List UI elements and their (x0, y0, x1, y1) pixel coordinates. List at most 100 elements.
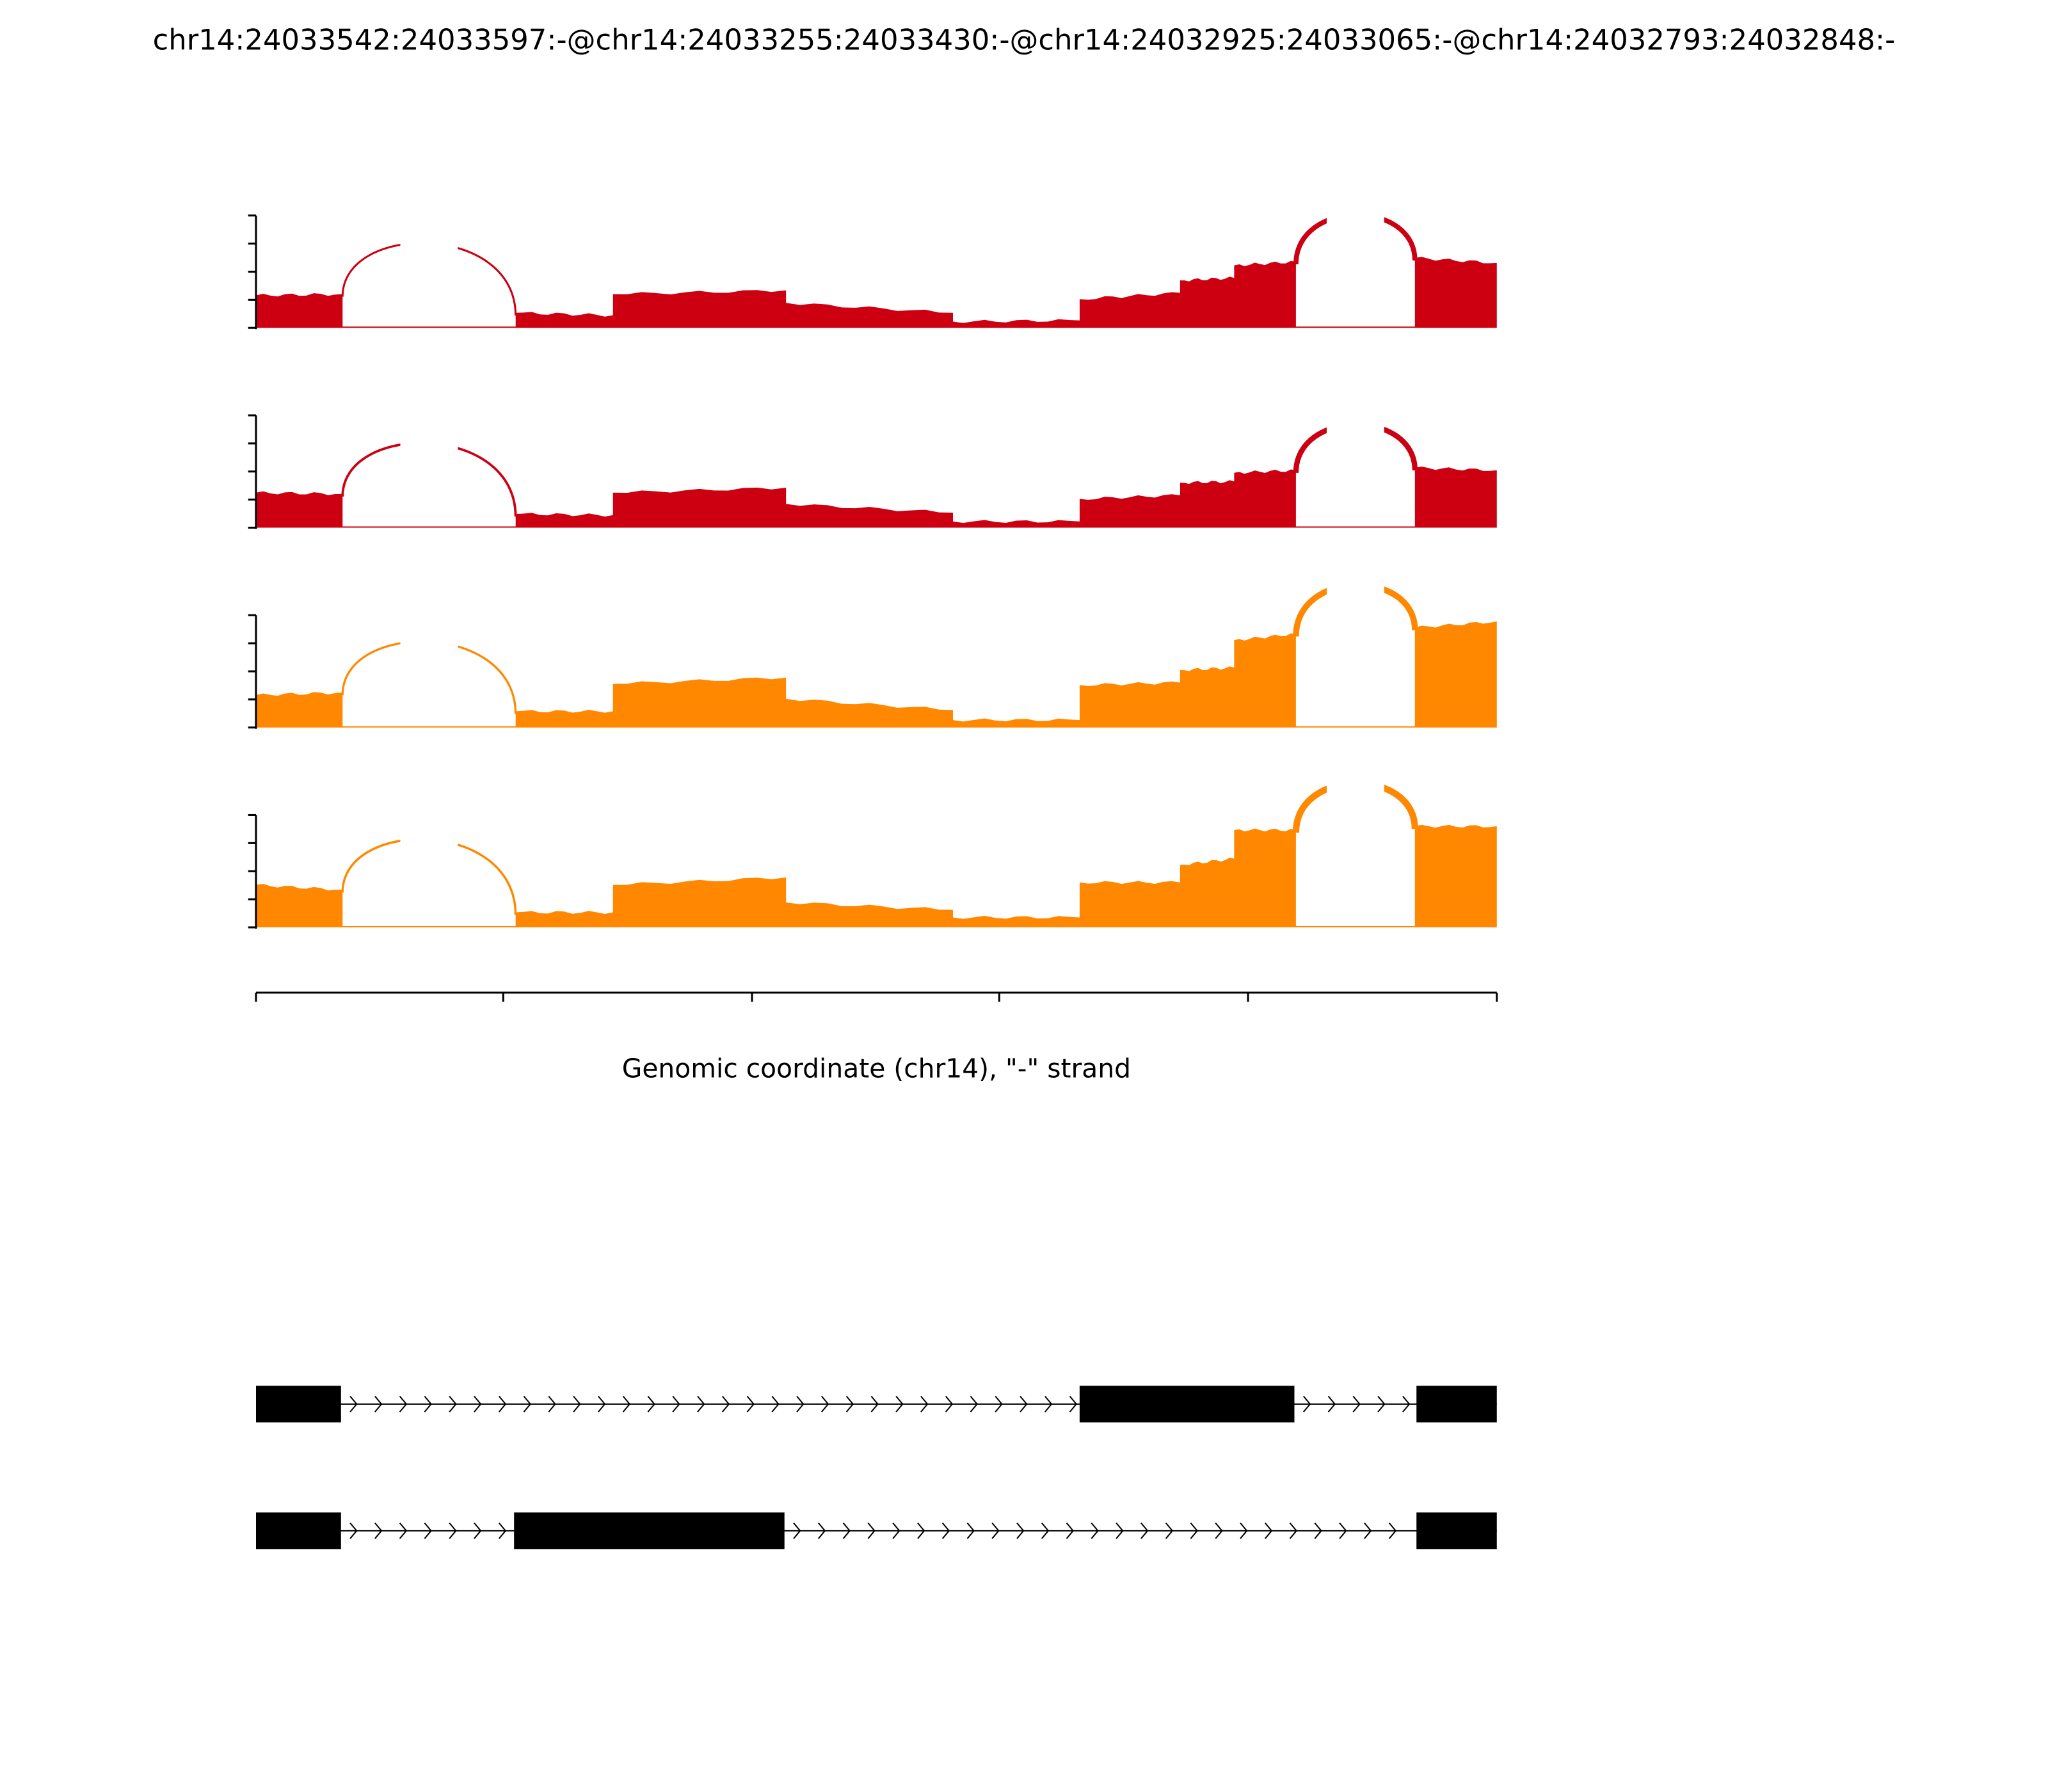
junction-label-bg (400, 430, 458, 454)
strand-chevron (892, 1522, 900, 1539)
junction-label-bg (1326, 202, 1384, 226)
strand-chevron (1190, 1522, 1198, 1539)
exon-block (1079, 1386, 1295, 1423)
strand-chevron (1116, 1522, 1124, 1539)
strand-chevron (1165, 1522, 1174, 1539)
junction-label-bg (400, 230, 458, 254)
coverage-area (256, 257, 1497, 328)
x-axis-label: Genomic coordinate (chr14), "-" strand (622, 1053, 1131, 1084)
strand-chevron (842, 1522, 851, 1539)
strand-chevron (399, 1522, 408, 1539)
junction-label-bg (1326, 412, 1384, 435)
strand-chevron (1041, 1522, 1050, 1539)
strand-chevron (1314, 1522, 1322, 1539)
strand-chevron (991, 1522, 1000, 1539)
strand-chevron (1377, 1395, 1386, 1412)
x-axis (255, 991, 1498, 1002)
strand-chevron (349, 1395, 358, 1412)
gene-model-track (256, 1512, 1497, 1549)
strand-chevron (821, 1395, 829, 1412)
strand-chevron (1402, 1395, 1411, 1412)
coverage-panel (248, 202, 1497, 330)
strand-chevron (1091, 1522, 1099, 1539)
strand-chevron (449, 1522, 457, 1539)
strand-chevron (1020, 1395, 1028, 1412)
strand-chevron (474, 1522, 482, 1539)
strand-chevron (1215, 1522, 1223, 1539)
strand-chevron (498, 1395, 507, 1412)
strand-chevron (1327, 1395, 1336, 1412)
strand-chevron (449, 1395, 457, 1412)
strand-chevron (818, 1522, 826, 1539)
strand-chevron (1364, 1522, 1372, 1539)
strand-chevron (771, 1395, 780, 1412)
junction-label-bg (400, 628, 458, 652)
strand-chevron (374, 1395, 383, 1412)
strand-chevron (1302, 1395, 1311, 1412)
strand-chevron (622, 1395, 631, 1412)
exon-block (1416, 1512, 1497, 1549)
strand-chevron (349, 1522, 358, 1539)
strand-chevron (573, 1395, 581, 1412)
strand-chevron (746, 1395, 755, 1412)
exon-block (514, 1512, 785, 1549)
strand-chevron (1016, 1522, 1025, 1539)
exon-block (256, 1386, 341, 1423)
strand-chevron (424, 1522, 432, 1539)
coverage-panel (248, 412, 1497, 529)
strand-chevron (870, 1395, 879, 1412)
strand-chevron (945, 1395, 954, 1412)
strand-chevron (895, 1395, 904, 1412)
strand-chevron (697, 1395, 705, 1412)
exon-block (1416, 1386, 1497, 1423)
junction-arc (341, 442, 517, 517)
strand-chevron (1140, 1522, 1149, 1539)
coverage-area (256, 824, 1497, 927)
strand-chevron (1352, 1395, 1361, 1412)
strand-chevron (845, 1395, 854, 1412)
strand-chevron (1069, 1395, 1078, 1412)
junction-arc (341, 640, 517, 714)
strand-chevron (672, 1395, 680, 1412)
strand-chevron (1066, 1522, 1075, 1539)
strand-chevron (966, 1522, 975, 1539)
coverage-area (256, 621, 1497, 728)
strand-chevron (917, 1522, 925, 1539)
gene-models (256, 1386, 1497, 1549)
strand-chevron (1240, 1522, 1248, 1539)
strand-chevron (1388, 1522, 1397, 1539)
strand-chevron (548, 1395, 556, 1412)
strand-chevron (523, 1395, 532, 1412)
strand-chevron (374, 1522, 383, 1539)
strand-chevron (867, 1522, 876, 1539)
strand-chevron (1289, 1522, 1298, 1539)
strand-chevron (793, 1522, 801, 1539)
strand-chevron (424, 1395, 432, 1412)
chart-title: chr14:24033542:24033597:-@chr14:24033255… (153, 23, 1896, 57)
strand-chevron (995, 1395, 1003, 1412)
strand-chevron (721, 1395, 730, 1412)
strand-chevron (920, 1395, 929, 1412)
strand-chevron (1339, 1522, 1347, 1539)
coverage-panel (248, 770, 1497, 929)
strand-chevron (941, 1522, 950, 1539)
junction-label-bg (1326, 572, 1384, 596)
junction-arc (341, 838, 517, 915)
strand-chevron (399, 1395, 408, 1412)
strand-chevron (598, 1395, 606, 1412)
junction-label-bg (1326, 770, 1384, 794)
strand-chevron (1044, 1395, 1053, 1412)
exon-block (256, 1512, 341, 1549)
gene-model-track (256, 1386, 1497, 1423)
junction-arc (341, 242, 517, 316)
junction-label-bg (400, 826, 458, 851)
strand-chevron (1264, 1522, 1273, 1539)
strand-chevron (796, 1395, 804, 1412)
coverage-panels (248, 202, 1497, 929)
strand-chevron (647, 1395, 655, 1412)
coverage-panel (248, 572, 1497, 729)
strand-chevron (970, 1395, 978, 1412)
strand-chevron (498, 1522, 507, 1539)
coverage-area (256, 466, 1497, 528)
